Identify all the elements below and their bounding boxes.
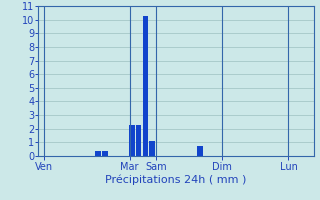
Bar	[143, 16, 148, 156]
X-axis label: Précipitations 24h ( mm ): Précipitations 24h ( mm )	[105, 174, 247, 185]
Bar	[149, 141, 155, 156]
Bar	[129, 125, 135, 156]
Bar	[197, 146, 203, 156]
Bar	[95, 151, 101, 156]
Bar	[102, 151, 108, 156]
Bar	[136, 125, 141, 156]
